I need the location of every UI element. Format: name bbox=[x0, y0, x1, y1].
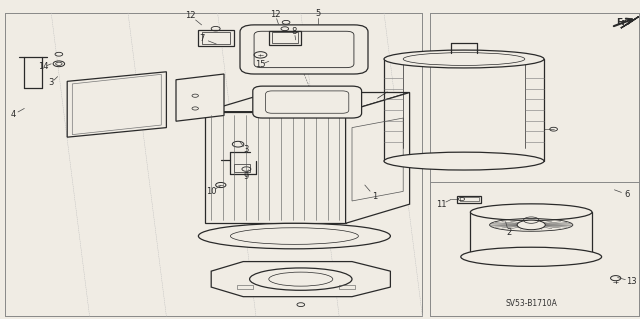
Ellipse shape bbox=[470, 204, 592, 220]
Text: 9: 9 bbox=[244, 172, 249, 181]
Text: 6: 6 bbox=[625, 190, 630, 199]
Ellipse shape bbox=[384, 50, 544, 68]
Text: 5: 5 bbox=[316, 9, 321, 18]
Text: 11: 11 bbox=[436, 200, 447, 209]
Text: 2: 2 bbox=[506, 228, 511, 237]
Ellipse shape bbox=[461, 247, 602, 266]
Bar bbox=[339, 285, 355, 289]
Text: 10: 10 bbox=[206, 187, 216, 196]
Ellipse shape bbox=[384, 152, 544, 170]
FancyBboxPatch shape bbox=[240, 25, 368, 74]
Polygon shape bbox=[621, 17, 639, 28]
Bar bbox=[457, 196, 481, 203]
Text: 7: 7 bbox=[199, 34, 204, 43]
FancyBboxPatch shape bbox=[253, 86, 362, 118]
Text: 3: 3 bbox=[244, 145, 249, 154]
Ellipse shape bbox=[470, 249, 592, 265]
Bar bbox=[198, 30, 234, 46]
Text: 14: 14 bbox=[38, 63, 49, 71]
Text: 15: 15 bbox=[255, 60, 266, 69]
Bar bbox=[237, 285, 253, 289]
Bar bbox=[234, 164, 250, 172]
Ellipse shape bbox=[517, 220, 545, 230]
Polygon shape bbox=[67, 72, 166, 137]
Bar bbox=[460, 197, 479, 201]
Text: Fr.: Fr. bbox=[616, 18, 628, 27]
Text: 13: 13 bbox=[627, 277, 637, 286]
Polygon shape bbox=[205, 93, 410, 112]
Text: 1: 1 bbox=[372, 192, 377, 201]
Polygon shape bbox=[205, 112, 346, 223]
Bar bbox=[202, 32, 230, 44]
Text: 12: 12 bbox=[270, 10, 280, 19]
Polygon shape bbox=[346, 93, 410, 223]
Text: 3: 3 bbox=[49, 78, 54, 87]
Text: 4: 4 bbox=[10, 110, 15, 119]
Text: 8: 8 bbox=[292, 27, 297, 36]
Text: 12: 12 bbox=[186, 11, 196, 20]
Polygon shape bbox=[211, 262, 390, 297]
Ellipse shape bbox=[198, 223, 390, 249]
Polygon shape bbox=[176, 74, 224, 121]
Bar bbox=[269, 31, 301, 45]
Bar bbox=[272, 32, 298, 43]
Text: SV53-B1710A: SV53-B1710A bbox=[505, 299, 557, 308]
